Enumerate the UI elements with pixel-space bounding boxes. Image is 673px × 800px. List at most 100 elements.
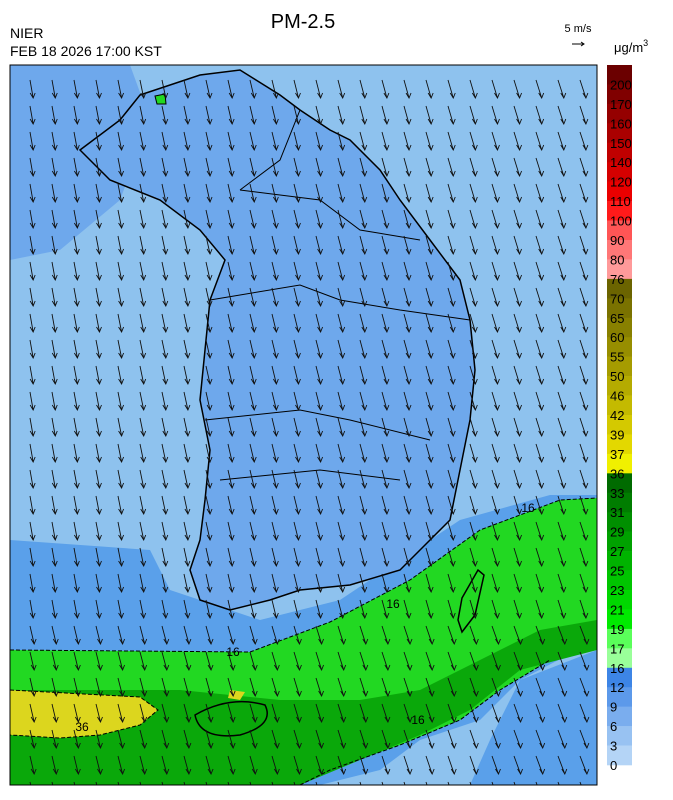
wind-arrow (579, 677, 590, 698)
wind-arrow (513, 651, 524, 672)
wind-arrow (491, 79, 500, 100)
wind-arrow (205, 287, 213, 308)
wind-arrow (425, 365, 434, 386)
colorbar-segment (607, 181, 632, 202)
wind-arrow (293, 677, 302, 698)
wind-arrow (227, 495, 235, 516)
colorbar-segment (607, 65, 632, 85)
wind-arrow (183, 521, 191, 542)
wind-arrow (425, 547, 434, 568)
wind-arrow (117, 287, 125, 308)
wind-arrow (579, 183, 589, 204)
wind-arrow (95, 573, 102, 594)
wind-arrow (205, 313, 213, 334)
wind-arrow (513, 703, 524, 724)
wind-arrow (447, 79, 456, 100)
wind-arrow (579, 651, 590, 672)
wind-arrow (491, 443, 500, 464)
wind-arrow (447, 417, 456, 438)
wind-arrow (183, 573, 191, 594)
wind-arrow (161, 105, 169, 126)
wind-arrow (491, 339, 500, 360)
wind-arrow (249, 339, 257, 360)
wind-arrow (29, 339, 36, 360)
wind-arrow (381, 417, 390, 438)
wind-arrow (535, 339, 545, 360)
wind-arrow (469, 261, 478, 282)
wind-arrow (73, 183, 80, 204)
wind-arrow (447, 287, 456, 308)
wind-arrow (425, 79, 434, 100)
wind-arrow (95, 677, 103, 698)
wind-arrow (513, 183, 523, 204)
wind-arrow (51, 183, 58, 204)
colorbar-segment (607, 298, 632, 319)
wind-arrow (315, 469, 324, 490)
wind-arrow (403, 417, 412, 438)
wind-arrow (117, 313, 125, 334)
wind-arrow (205, 209, 213, 230)
wind-arrow (337, 261, 346, 282)
wind-scale-label: 5 m/s (565, 23, 592, 35)
wind-arrow (73, 573, 80, 594)
wind-arrow (205, 599, 213, 620)
wind-arrow (139, 131, 147, 152)
colorbar-segment (607, 395, 632, 416)
wind-arrow (205, 261, 213, 282)
wind-arrow (271, 677, 280, 698)
wind-arrow (183, 729, 192, 750)
wind-arrow (359, 547, 368, 568)
wind-arrow (139, 339, 147, 360)
wind-arrow (205, 677, 214, 698)
colorbar-label: 3 (610, 739, 617, 754)
wind-arrow (139, 209, 147, 230)
wind-arrow (469, 339, 478, 360)
wind-arrow (381, 677, 391, 698)
wind-arrow (183, 105, 191, 126)
wind-arrow (557, 677, 568, 698)
wind-arrow (337, 729, 347, 750)
wind-arrow (381, 209, 390, 230)
wind-arrow (73, 495, 80, 516)
wind-arrow (381, 495, 390, 516)
wind-arrow (73, 651, 81, 672)
wind-arrow (271, 131, 279, 152)
wind-arrow (513, 339, 523, 360)
wind-arrow (139, 703, 148, 724)
wind-arrow (557, 495, 567, 516)
wind-arrow (227, 521, 235, 542)
wind-arrow (535, 209, 545, 230)
wind-arrow (51, 521, 58, 542)
wind-arrow (249, 209, 257, 230)
map: 16 16 16 16 36 (9, 64, 598, 786)
wind-arrow (95, 131, 102, 152)
wind-arrow (403, 521, 412, 542)
wind-arrow (205, 417, 213, 438)
wind-arrow (403, 105, 412, 126)
wind-arrow (359, 677, 369, 698)
wind-arrow (359, 365, 368, 386)
wind-arrow (469, 677, 479, 698)
wind-arrow (491, 729, 501, 750)
wind-arrow (513, 131, 523, 152)
wind-arrow (161, 235, 169, 256)
wind-arrow (51, 469, 58, 490)
wind-arrow (161, 287, 169, 308)
wind-arrow (95, 209, 102, 230)
colorbar-label: 120 (610, 175, 632, 190)
wind-arrow (491, 469, 500, 490)
wind-arrow (535, 183, 545, 204)
wind-arrow (557, 625, 568, 646)
wind-arrow (227, 547, 235, 568)
wind-arrow (271, 755, 280, 776)
wind-arrow (227, 703, 236, 724)
wind-arrow (381, 313, 390, 334)
wind-arrow (513, 625, 524, 646)
wind-arrow (117, 625, 126, 646)
wind-arrow (183, 625, 192, 646)
wind-arrow (513, 599, 523, 620)
wind-arrow (359, 417, 368, 438)
wind-arrow (425, 339, 434, 360)
wind-arrow (535, 729, 546, 750)
